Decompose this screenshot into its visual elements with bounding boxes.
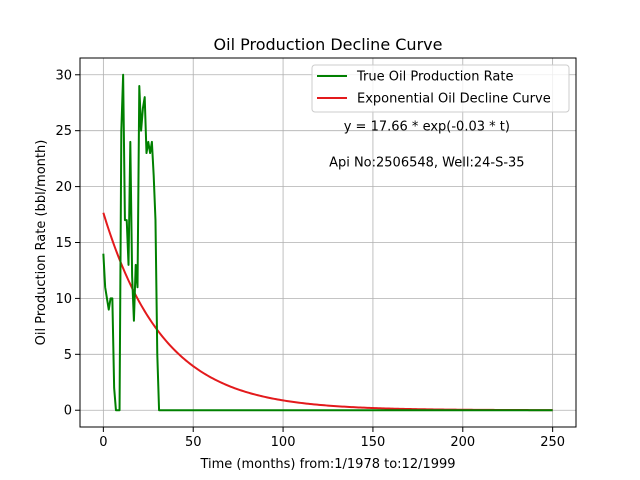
x-tick-label: 50: [185, 435, 202, 450]
y-tick-label: 25: [55, 124, 72, 139]
y-tick-label: 10: [55, 292, 72, 307]
y-axis-label: Oil Production Rate (bbl/month): [34, 140, 49, 346]
grid-lines: [80, 58, 576, 427]
y-axis-ticks: 0 5 10 15 20 25 30: [55, 68, 80, 419]
legend: True Oil Production Rate Exponential Oil…: [311, 64, 570, 113]
y-tick-label: 15: [55, 236, 72, 251]
legend-label-decline-curve: Exponential Oil Decline Curve: [357, 92, 551, 107]
series-layer: [102, 73, 553, 412]
x-tick-label: 200: [450, 435, 475, 450]
legend-label-true-rate: True Oil Production Rate: [356, 70, 513, 85]
equation-annotation: y = 17.66 * exp(-0.03 * t): [344, 120, 510, 135]
legend-frame: [311, 64, 570, 113]
chart-title: Oil Production Decline Curve: [214, 35, 443, 54]
well-info-annotation: Api No:2506548, Well:24-S-35: [329, 155, 525, 170]
x-tick-label: 150: [361, 435, 386, 450]
x-tick-label: 0: [99, 435, 107, 450]
plot-frame: [79, 57, 577, 428]
y-tick-label: 0: [64, 404, 72, 419]
y-tick-label: 20: [55, 180, 72, 195]
x-tick-label: 250: [540, 435, 565, 450]
x-axis-ticks: 0 50 100 150 200 250: [99, 427, 565, 450]
y-tick-label: 5: [64, 348, 72, 363]
annotations: y = 17.66 * exp(-0.03 * t) Api No:250654…: [329, 120, 525, 171]
x-axis-label: Time (months) from:1/1978 to:12/1999: [199, 457, 455, 472]
x-tick-label: 100: [271, 435, 296, 450]
y-tick-label: 30: [55, 68, 72, 83]
series-line-true-production: [102, 73, 553, 412]
